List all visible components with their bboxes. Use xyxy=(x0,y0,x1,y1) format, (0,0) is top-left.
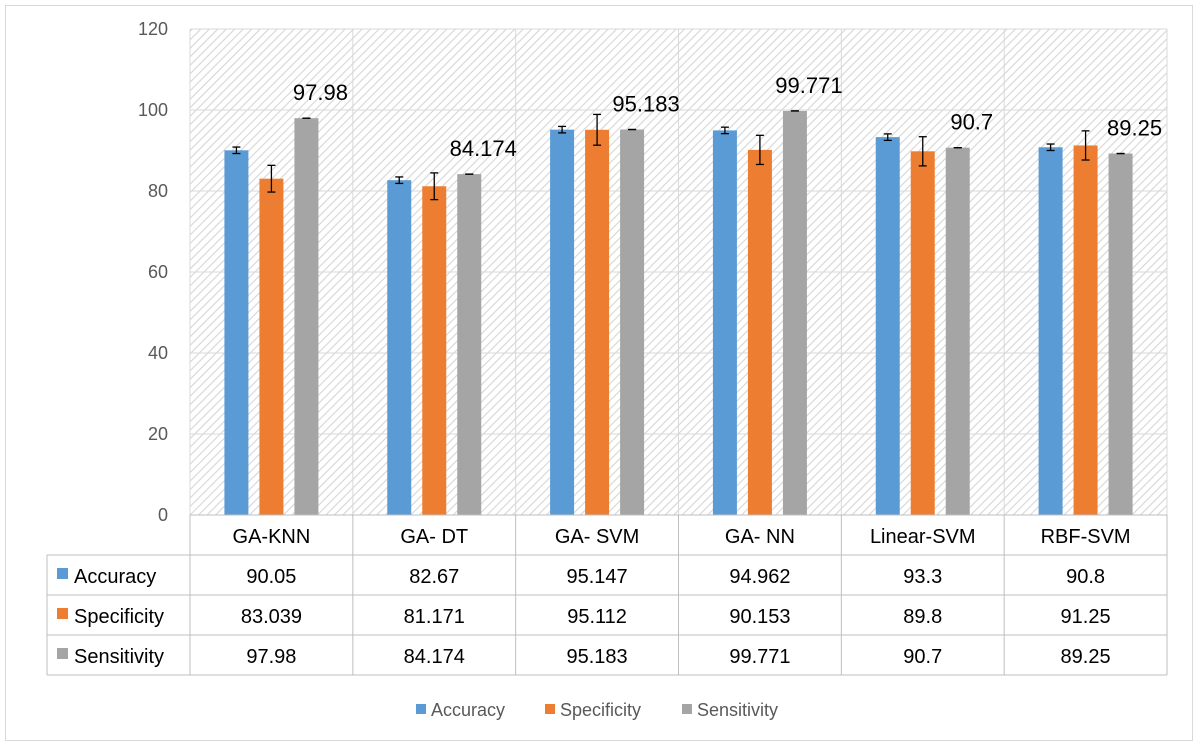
bar-sensitivity-2 xyxy=(620,129,645,515)
y-tick-label: 60 xyxy=(148,262,168,282)
table-cell: 93.3 xyxy=(903,566,942,588)
table-cell: 84.174 xyxy=(404,646,465,668)
category-label: GA- NN xyxy=(725,526,795,548)
table-cell: 89.8 xyxy=(903,606,942,628)
table-cell: 99.771 xyxy=(729,646,790,668)
category-label: RBF-SVM xyxy=(1041,526,1131,548)
data-label: 99.771 xyxy=(775,73,842,98)
table-cell: 90.05 xyxy=(246,566,296,588)
bar-sensitivity-4 xyxy=(945,147,970,516)
bar-specificity-4 xyxy=(910,151,935,515)
gridlines xyxy=(189,28,1168,515)
data-table: GA-KNN GA- DT GA- SVM GA- NN Linear-SVM RBF-S… xyxy=(46,514,1168,676)
category-label: GA- SVM xyxy=(555,526,639,548)
table-row-name: Accuracy xyxy=(74,566,156,588)
table-row-key xyxy=(57,568,68,579)
bar-specificity-1 xyxy=(422,186,447,515)
table-cell: 95.112 xyxy=(567,606,627,628)
bar-specificity-0 xyxy=(259,178,284,515)
y-tick-label: 40 xyxy=(148,343,168,363)
table-cell: 89.25 xyxy=(1061,646,1111,668)
bar-sensitivity-5 xyxy=(1108,153,1133,515)
table-cell: 95.183 xyxy=(566,646,627,668)
bar-specificity-5 xyxy=(1073,145,1098,515)
table-cell: 82.67 xyxy=(409,566,459,588)
bars xyxy=(224,110,1133,516)
table-cell: 81.171 xyxy=(404,606,465,628)
bar-accuracy-1 xyxy=(387,180,412,515)
legend-label: Accuracy xyxy=(431,700,505,720)
table-row-key xyxy=(57,648,68,659)
table-cell: 90.8 xyxy=(1066,566,1105,588)
bar-accuracy-3 xyxy=(712,130,737,515)
y-tick-label: 20 xyxy=(148,424,168,444)
data-label: 95.183 xyxy=(612,92,679,117)
bar-accuracy-4 xyxy=(875,137,900,515)
table-cell: 90.153 xyxy=(729,606,790,628)
category-label: Linear-SVM xyxy=(870,526,976,548)
data-labels: 97.98 84.174 95.183 99.771 90.7 89.25 xyxy=(293,73,1162,161)
table-cell: 97.98 xyxy=(246,646,296,668)
y-tick-label: 80 xyxy=(148,181,168,201)
legend-swatch-sensitivity xyxy=(682,704,692,714)
data-label: 84.174 xyxy=(450,136,517,161)
bar-specificity-2 xyxy=(585,129,610,516)
data-label: 89.25 xyxy=(1107,116,1162,141)
bar-specificity-3 xyxy=(747,149,772,515)
bar-sensitivity-3 xyxy=(782,110,807,515)
legend-swatch-specificity xyxy=(545,704,555,714)
y-tick-label: 120 xyxy=(138,19,168,39)
legend-label: Specificity xyxy=(560,700,641,720)
table-row-name: Specificity xyxy=(74,606,164,628)
table-cell: 83.039 xyxy=(241,606,302,628)
bar-sensitivity-0 xyxy=(294,118,319,515)
table-cell: 94.962 xyxy=(729,566,790,588)
data-label: 97.98 xyxy=(293,80,348,105)
data-label: 90.7 xyxy=(950,110,993,135)
bar-accuracy-0 xyxy=(224,150,249,516)
legend-swatch-accuracy xyxy=(416,704,426,714)
bar-sensitivity-1 xyxy=(457,174,482,515)
table-cell: 90.7 xyxy=(903,646,942,668)
category-label: GA- DT xyxy=(400,526,468,548)
y-axis: 0 20 40 60 80 100 120 xyxy=(138,19,168,525)
legend: Accuracy Specificity Sensitivity xyxy=(416,700,778,720)
bar-accuracy-5 xyxy=(1038,147,1063,515)
y-tick-label: 100 xyxy=(138,100,168,120)
table-cell: 91.25 xyxy=(1061,606,1111,628)
table-row-name: Sensitivity xyxy=(74,646,164,668)
bar-accuracy-2 xyxy=(550,129,575,515)
table-cell: 95.147 xyxy=(566,566,627,588)
category-label: GA-KNN xyxy=(233,526,311,548)
table-row-key xyxy=(57,608,68,619)
legend-label: Sensitivity xyxy=(697,700,778,720)
y-tick-label: 0 xyxy=(158,505,168,525)
